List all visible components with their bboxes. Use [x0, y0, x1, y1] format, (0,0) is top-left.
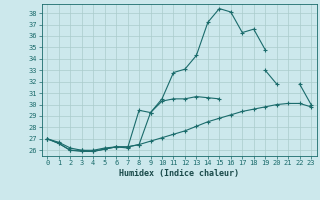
X-axis label: Humidex (Indice chaleur): Humidex (Indice chaleur)	[119, 169, 239, 178]
